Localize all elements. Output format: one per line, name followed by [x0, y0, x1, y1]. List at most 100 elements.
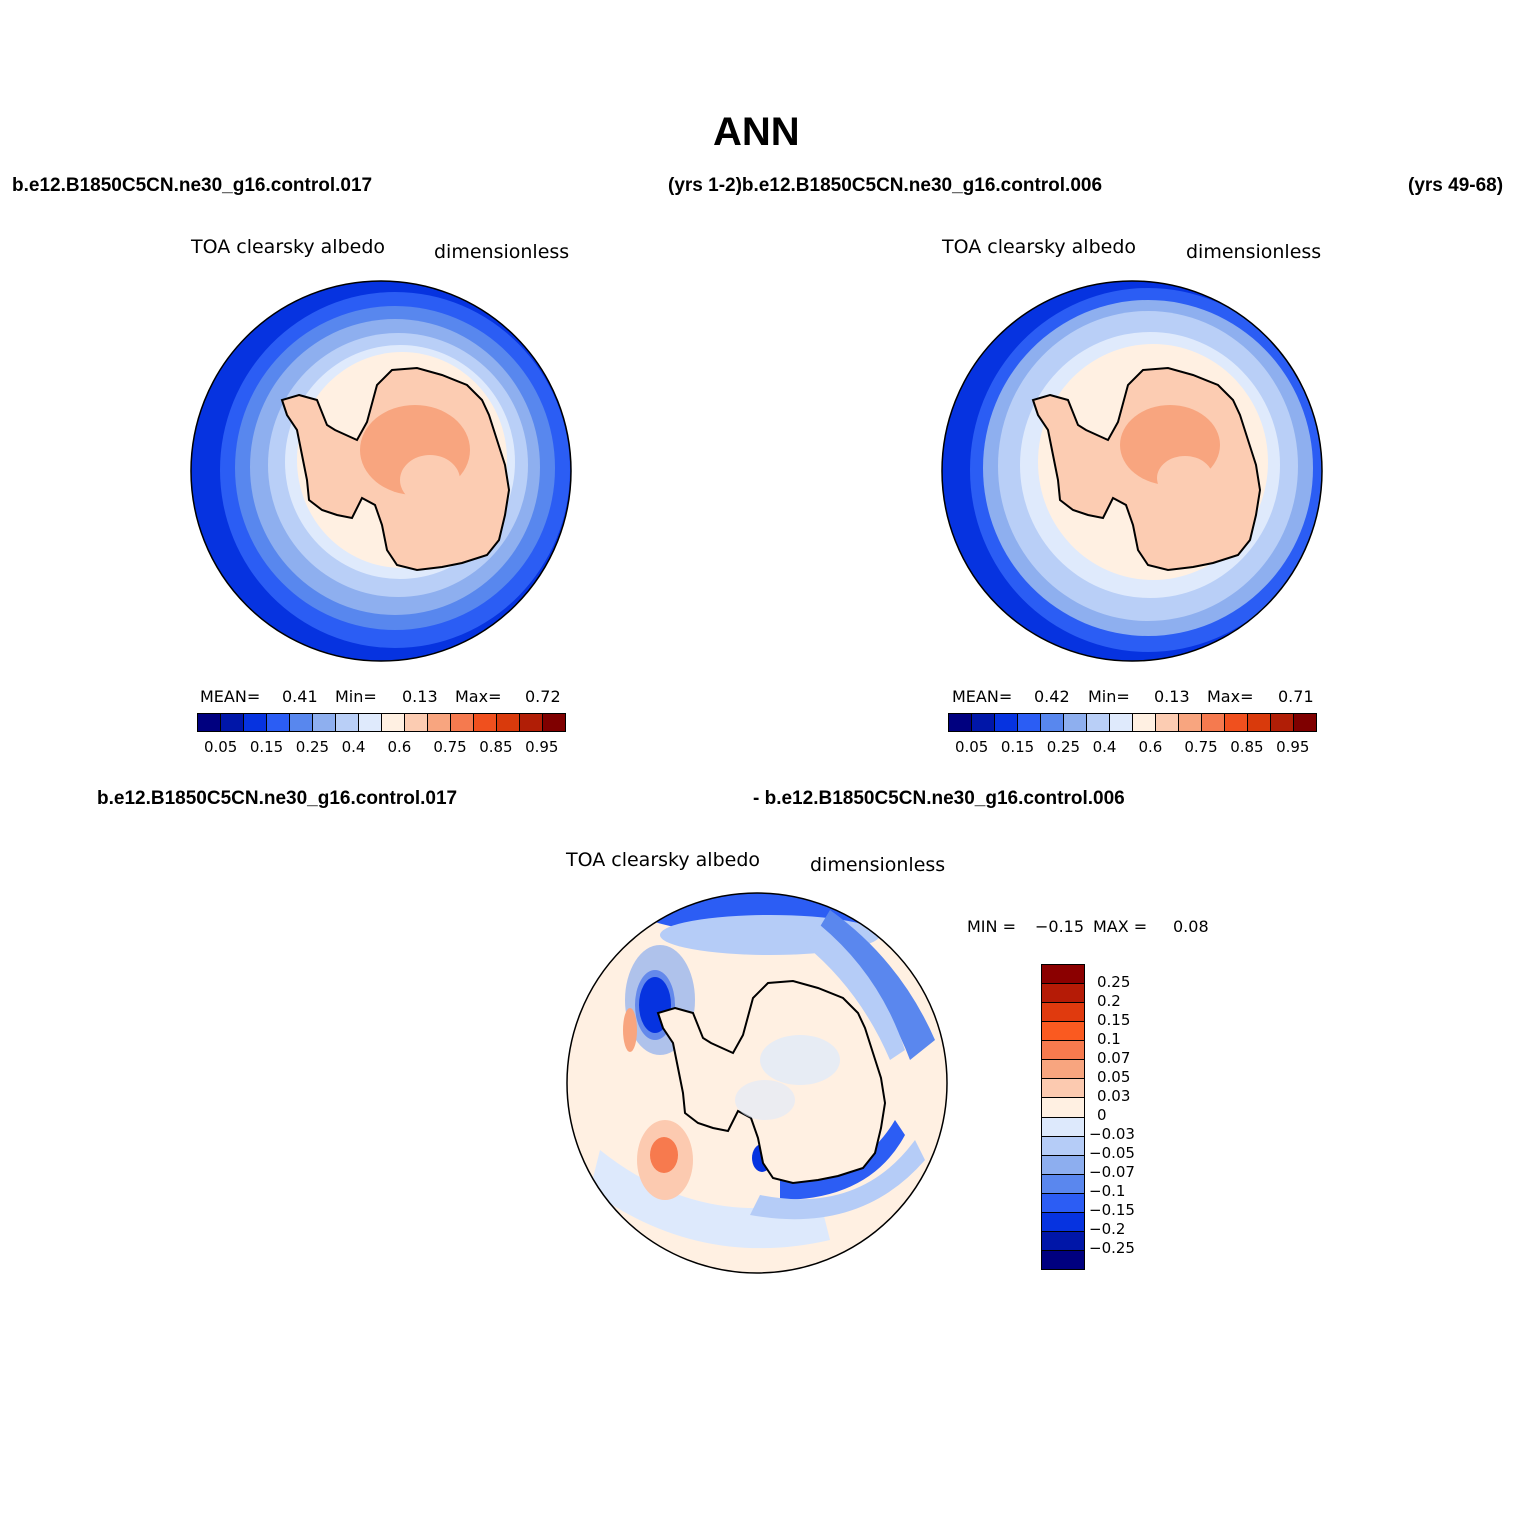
colorbar-swatch: [451, 714, 474, 731]
colorbar-tick-label: 0.75: [433, 738, 467, 756]
colorbar-swatch: [382, 714, 405, 731]
colorbar-swatch: [949, 714, 972, 731]
colorbar-tick-label: 0.25: [295, 738, 330, 756]
colorbar-tick-label: 0.25: [1097, 973, 1131, 991]
bottom-right-case-name: - b.e12.B1850C5CN.ne30_g16.control.006: [753, 788, 1125, 809]
colorbar-swatch: [1042, 1174, 1084, 1194]
colorbar-swatch: [1294, 714, 1316, 731]
panel3-map: [567, 893, 947, 1273]
panel3-max-label: MAX =: [1093, 917, 1148, 936]
panel3-min-label: MIN =: [967, 917, 1016, 936]
colorbar-tick-label: 0.25: [1046, 738, 1081, 756]
colorbar-swatch: [198, 714, 221, 731]
colorbar-swatch: [1248, 714, 1271, 731]
colorbar-tick-label: 0: [1097, 1106, 1107, 1124]
colorbar-swatch: [1042, 1079, 1084, 1099]
colorbar-tick-label: −0.1: [1089, 1182, 1126, 1200]
panel1-map: [191, 281, 571, 661]
colorbar-tick-label: 0.6: [387, 738, 412, 756]
colorbar-tick-label: −0.07: [1089, 1163, 1135, 1181]
colorbar-swatch: [1133, 714, 1156, 731]
panel1-mean-label: MEAN=: [200, 687, 261, 706]
colorbar-tick-label: 0.95: [525, 738, 559, 756]
colorbar-swatch: [1042, 1136, 1084, 1156]
colorbar-swatch: [1042, 1060, 1084, 1080]
panel1-units: dimensionless: [434, 241, 570, 263]
panel2-colorbar: [948, 713, 1317, 732]
top-left-case-name: b.e12.B1850C5CN.ne30_g16.control.017: [12, 175, 373, 196]
panel1-variable: TOA clearsky albedo: [191, 236, 385, 258]
colorbar-swatch: [543, 714, 565, 731]
colorbar-swatch: [497, 714, 520, 731]
colorbar-swatch: [1042, 1250, 1084, 1269]
colorbar-tick-label: 0.2: [1097, 992, 1121, 1010]
panel2-units: dimensionless: [1186, 241, 1322, 263]
colorbar-swatch: [1042, 1022, 1084, 1042]
colorbar-tick-label: −0.25: [1089, 1239, 1135, 1257]
bottom-left-case-name: b.e12.B1850C5CN.ne30_g16.control.017: [97, 788, 458, 809]
colorbar-tick-label: 0.05: [203, 738, 238, 756]
colorbar-swatch: [1064, 714, 1087, 731]
colorbar-tick-label: 0.85: [479, 738, 513, 756]
colorbar-tick-label: 0.4: [341, 738, 366, 756]
colorbar-swatch: [1179, 714, 1202, 731]
colorbar-swatch: [995, 714, 1018, 731]
colorbar-swatch: [474, 714, 497, 731]
panel3-colorbar: [1041, 964, 1085, 1270]
colorbar-tick-label: −0.03: [1089, 1125, 1135, 1143]
panel1-min-value: 0.13: [402, 687, 438, 706]
colorbar-swatch: [290, 714, 313, 731]
colorbar-tick-label: −0.05: [1089, 1144, 1135, 1162]
colorbar-swatch: [1202, 714, 1225, 731]
panel1-max-value: 0.72: [525, 687, 561, 706]
colorbar-swatch: [1042, 984, 1084, 1004]
panel1-min-label: Min=: [335, 687, 377, 706]
panel2-min-value: 0.13: [1154, 687, 1190, 706]
panel1-max-label: Max=: [455, 687, 502, 706]
colorbar-swatch: [1271, 714, 1294, 731]
colorbar-swatch: [1225, 714, 1248, 731]
colorbar-tick-label: 0.15: [249, 738, 284, 756]
colorbar-tick-label: 0.15: [1000, 738, 1035, 756]
colorbar-swatch: [1018, 714, 1041, 731]
colorbar-tick-label: −0.2: [1089, 1220, 1126, 1238]
colorbar-swatch: [1042, 1155, 1084, 1175]
colorbar-swatch: [405, 714, 428, 731]
panel3-units: dimensionless: [810, 854, 946, 876]
colorbar-swatch: [1042, 1003, 1084, 1023]
colorbar-swatch: [1042, 1193, 1084, 1213]
colorbar-swatch: [1041, 714, 1064, 731]
colorbar-swatch: [428, 714, 451, 731]
colorbar-swatch: [520, 714, 543, 731]
colorbar-tick-label: 0.4: [1092, 738, 1117, 756]
panel2-max-value: 0.71: [1278, 687, 1314, 706]
colorbar-tick-label: 0.85: [1230, 738, 1264, 756]
colorbar-swatch: [1042, 965, 1084, 985]
colorbar-swatch: [1042, 1212, 1084, 1232]
colorbar-tick-label: 0.05: [954, 738, 989, 756]
panel3-max-value: 0.08: [1173, 917, 1209, 936]
colorbar-swatch: [267, 714, 290, 731]
colorbar-swatch: [1042, 1041, 1084, 1061]
top-right-case-years: (yrs 49-68): [1408, 175, 1504, 196]
plot-title: ANN: [713, 110, 800, 154]
colorbar-tick-label: 0.6: [1138, 738, 1163, 756]
panel2-min-label: Min=: [1088, 687, 1130, 706]
top-middle-case-name: (yrs 1-2)b.e12.B1850C5CN.ne30_g16.contro…: [668, 175, 1103, 196]
panel3-min-value: −0.15: [1035, 917, 1085, 936]
panel2-mean-value: 0.42: [1034, 687, 1070, 706]
panel2-map: [942, 281, 1322, 661]
colorbar-swatch: [1087, 714, 1110, 731]
colorbar-swatch: [359, 714, 382, 731]
colorbar-tick-label: 0.05: [1097, 1068, 1131, 1086]
panel2-mean-label: MEAN=: [952, 687, 1013, 706]
colorbar-tick-label: 0.95: [1276, 738, 1310, 756]
colorbar-tick-label: 0.1: [1097, 1030, 1121, 1048]
colorbar-tick-label: 0.07: [1097, 1049, 1131, 1067]
colorbar-tick-label: 0.03: [1097, 1087, 1131, 1105]
colorbar-swatch: [1042, 1117, 1084, 1137]
panel2-variable: TOA clearsky albedo: [942, 236, 1136, 258]
colorbar-swatch: [1042, 1231, 1084, 1251]
colorbar-tick-label: 0.15: [1097, 1011, 1131, 1029]
